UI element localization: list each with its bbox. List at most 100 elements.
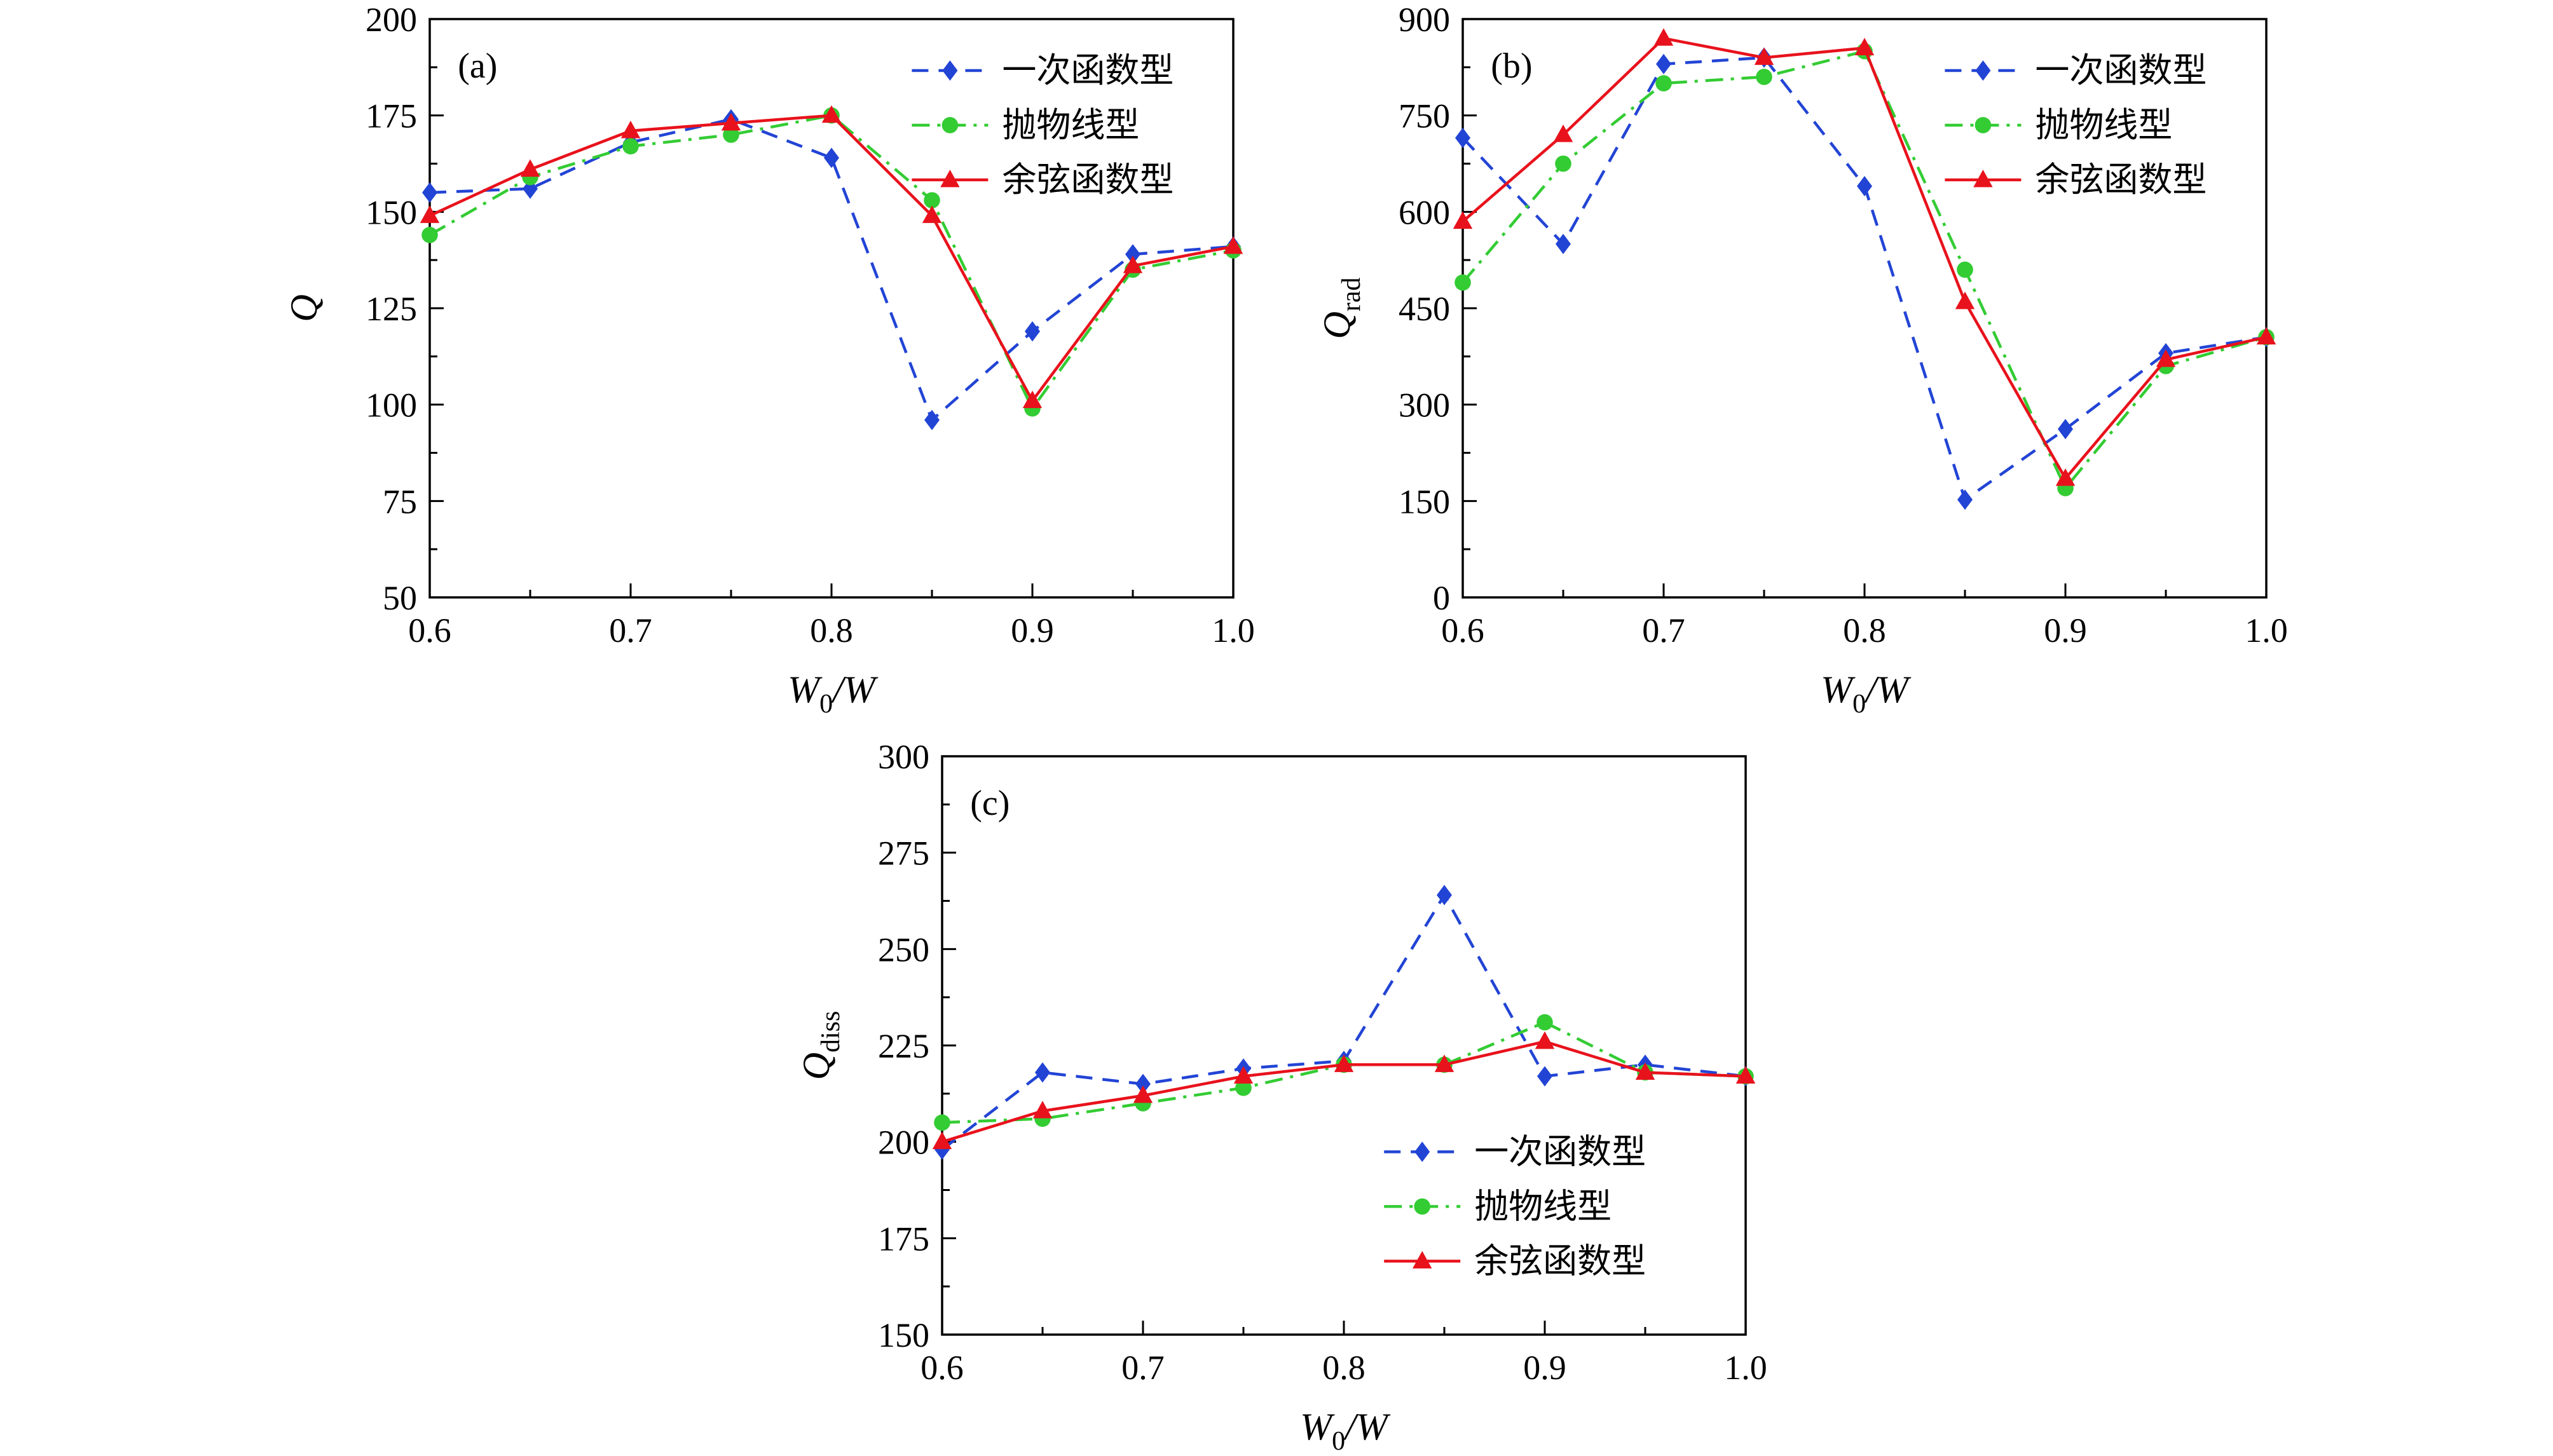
- y-tick-label: 50: [383, 579, 417, 617]
- marker-triangle: [2256, 327, 2276, 345]
- marker-triangle: [2156, 349, 2176, 367]
- axis-ticks: [1461, 18, 2268, 599]
- legend-label: 抛物线型: [1002, 106, 1139, 144]
- legend-entry-linear: 一次函数型: [1945, 51, 2207, 90]
- x-tick-label: 0.7: [609, 611, 652, 650]
- y-tick-label: 600: [1399, 193, 1450, 231]
- marker-diamond: [924, 409, 940, 430]
- x-tick-labels: 0.6 0.7 0.8 0.9 1.0: [921, 1349, 1767, 1387]
- marker-triangle: [1133, 1085, 1153, 1103]
- x-tick-label: 0.8: [1843, 611, 1886, 650]
- marker-triangle: [1955, 291, 1975, 310]
- marker-circle: [1655, 75, 1672, 92]
- x-tick-label: 0.9: [1011, 611, 1054, 650]
- marker-diamond: [1025, 321, 1040, 342]
- y-tick-label: 150: [878, 1316, 929, 1354]
- marker-circle: [421, 226, 438, 243]
- series-parabola: [934, 1014, 1754, 1131]
- marker-circle: [1235, 1079, 1252, 1096]
- y-tick-label: 200: [366, 1, 417, 39]
- legend-label: 一次函数型: [1002, 51, 1174, 90]
- marker-triangle: [1754, 47, 1774, 65]
- x-tick-label: 0.7: [1121, 1349, 1165, 1387]
- marker-circle: [1756, 69, 1772, 85]
- marker-diamond: [1975, 60, 1991, 81]
- marker-triangle: [1123, 255, 1143, 273]
- y-tick-label: 0: [1433, 579, 1450, 617]
- series-linear-line: [941, 892, 1746, 1151]
- y-tick-label: 300: [1399, 386, 1450, 425]
- marker-triangle: [721, 112, 741, 131]
- chart-panel-b: 0.6 0.7 0.8 0.9 1.0 0 150 300 450 600 750 900 W0/W Qr…: [1300, 0, 2317, 747]
- legend-label: 余弦函数型: [2035, 161, 2207, 199]
- marker-triangle: [1535, 1031, 1555, 1049]
- series-cosine-line: [1461, 36, 2267, 481]
- marker-diamond: [1125, 244, 1140, 265]
- series-linear: [934, 885, 1753, 1160]
- series-cosine: [1453, 28, 2276, 486]
- legend-entry-parabola: 抛物线型: [1384, 1187, 1612, 1225]
- y-tick-label: 150: [366, 193, 417, 231]
- x-tick-labels: 0.6 0.7 0.8 0.9 1.0: [1441, 611, 2288, 650]
- legend-label: 一次函数型: [2035, 51, 2207, 90]
- marker-circle: [1537, 1014, 1553, 1031]
- x-tick-label: 0.9: [1523, 1349, 1566, 1387]
- legend-label: 抛物线型: [2035, 106, 2172, 144]
- marker-diamond: [1035, 1062, 1050, 1083]
- x-tick-label: 0.8: [1322, 1349, 1365, 1387]
- chart-svg-a: 0.6 0.7 0.8 0.9 1.0 50 75 100 125 150 175 200 W0/W Q (…: [283, 1, 1255, 719]
- y-tick-label: 100: [366, 386, 417, 425]
- marker-triangle: [1223, 236, 1243, 254]
- y-tick-label: 125: [366, 290, 417, 328]
- marker-triangle: [821, 105, 842, 123]
- y-tick-label: 250: [878, 930, 929, 969]
- marker-triangle: [1553, 125, 1573, 142]
- marker-circle: [934, 1114, 950, 1131]
- series-linear: [422, 109, 1241, 430]
- marker-diamond: [1857, 175, 1872, 196]
- y-tick-label: 150: [1399, 482, 1450, 520]
- marker-diamond: [1437, 885, 1452, 906]
- marker-triangle: [1973, 169, 1993, 187]
- marker-diamond: [1455, 128, 1470, 149]
- panel-label: (b): [1491, 46, 1532, 86]
- marker-triangle: [620, 120, 641, 139]
- marker-triangle: [420, 205, 440, 223]
- marker-triangle: [940, 169, 960, 187]
- marker-triangle: [1453, 211, 1473, 229]
- y-axis-title: Qdiss: [795, 1011, 845, 1080]
- legend-entry-cosine: 余弦函数型: [1384, 1242, 1646, 1280]
- x-tick-label: 1.0: [1212, 611, 1255, 650]
- y-axis-title: Q: [283, 294, 325, 322]
- legend-entry-cosine: 余弦函数型: [912, 161, 1174, 199]
- legend-label: 一次函数型: [1474, 1133, 1646, 1171]
- marker-circle: [622, 138, 639, 154]
- x-tick-label: 0.6: [408, 611, 451, 650]
- marker-diamond: [1135, 1073, 1151, 1094]
- x-axis-title: W0/W: [788, 669, 879, 719]
- marker-triangle: [1022, 390, 1043, 409]
- series-cosine: [420, 105, 1243, 409]
- x-tick-label: 0.7: [1642, 611, 1685, 650]
- marker-circle: [941, 117, 959, 133]
- y-tick-labels: 0 150 300 450 600 750 900: [1399, 1, 1450, 617]
- marker-diamond: [1556, 233, 1571, 254]
- chart-panel-a: 0.6 0.7 0.8 0.9 1.0 50 75 100 125 150 175 200 W0/W Q (…: [267, 0, 1284, 747]
- legend-label: 余弦函数型: [1474, 1242, 1646, 1280]
- chart-svg-b: 0.6 0.7 0.8 0.9 1.0 0 150 300 450 600 750 900 W0/W Qr…: [1316, 1, 2288, 719]
- y-tick-label: 900: [1399, 1, 1450, 39]
- y-tick-label: 75: [383, 482, 417, 520]
- marker-triangle: [1735, 1066, 1756, 1084]
- series-linear-line: [429, 118, 1234, 423]
- marker-diamond: [1957, 489, 1973, 510]
- y-tick-label: 750: [1399, 97, 1450, 135]
- marker-diamond: [1656, 53, 1671, 74]
- x-tick-labels: 0.6 0.7 0.8 0.9 1.0: [408, 611, 1255, 650]
- chart-panel-c: 0.6 0.7 0.8 0.9 1.0 150 175 200 225 250 275 300 W0/W…: [779, 737, 1797, 1456]
- legend-entry-parabola: 抛物线型: [912, 106, 1139, 144]
- marker-triangle: [1854, 37, 1875, 56]
- chart-svg-c: 0.6 0.7 0.8 0.9 1.0 150 175 200 225 250 275 300 W0/W…: [795, 738, 1767, 1456]
- y-tick-labels: 50 75 100 125 150 175 200: [366, 1, 417, 617]
